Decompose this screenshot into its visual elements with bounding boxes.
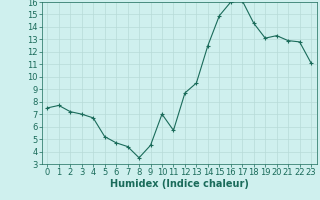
X-axis label: Humidex (Indice chaleur): Humidex (Indice chaleur)	[110, 179, 249, 189]
